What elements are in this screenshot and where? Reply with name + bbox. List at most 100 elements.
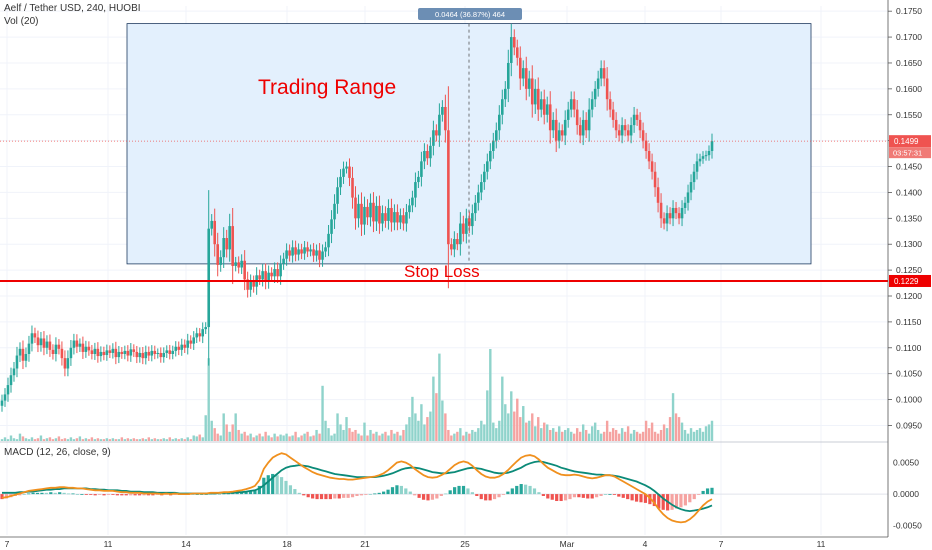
candle-body-212 [635,114,639,120]
candle-body-117 [351,177,354,198]
candle-body-107 [321,251,324,260]
price-tick-12: 0.1150 [896,317,922,327]
volume-bar-182 [546,424,549,441]
macd-hist-133 [590,494,594,499]
volume-bar-186 [558,426,561,441]
macd-hist-75 [333,494,337,499]
volume-legend[interactable]: Vol (20) [4,16,39,27]
signal-line [2,460,713,513]
candle-body-56 [168,350,172,354]
candle-body-175 [524,68,528,89]
candle-body-50 [150,350,154,356]
macd-hist-90 [399,485,403,495]
volume-bar-56 [168,437,171,441]
volume-bar-87 [261,436,264,441]
volume-bar-183 [549,429,552,441]
candle-body-129 [387,207,390,221]
macd-hist-29 [129,494,133,496]
macd-legend[interactable]: MACD (12, 26, close, 9) [4,447,111,458]
volume-bar-162 [486,390,489,441]
candle-body-130 [390,207,393,223]
candle-body-153 [459,223,462,245]
volume-bar-19 [57,436,61,441]
candle-body-16 [48,341,52,350]
candle-body-172 [515,47,519,58]
volume-bar-180 [540,428,543,441]
volume-bar-88 [264,431,267,441]
candle-body-87 [261,271,264,280]
volume-bar-111 [333,433,336,441]
macd-hist-25 [111,494,115,495]
price-tick-16: 0.0950 [896,420,922,430]
volume-bar-114 [342,429,345,441]
volume-bar-39 [117,439,121,441]
macd-hist-144 [639,494,643,503]
volume-bar-6 [18,433,22,441]
volume-bar-234 [701,431,705,441]
volume-bar-137 [411,396,414,441]
candle-body-38 [114,348,118,358]
volume-bar-70 [210,420,213,441]
volume-bar-176 [528,420,531,441]
macd-hist-53 [235,492,239,495]
macd-pane [0,452,888,524]
macd-hist-22 [98,494,102,495]
candle-body-231 [692,171,696,183]
candle-body-17 [51,349,55,354]
volume-bar-136 [408,417,411,441]
volume-bar-110 [330,435,333,441]
candle-body-25 [75,340,79,347]
candle-body-151 [453,239,456,250]
volume-bar-166 [498,420,501,441]
volume-bar-30 [90,437,94,441]
candle-body-94 [282,258,285,264]
candle-body-42 [126,350,130,356]
candle-body-75 [225,238,228,250]
volume-bar-228 [683,429,687,441]
candle-body-158 [474,202,477,214]
macd-hist-83 [368,494,372,495]
candle-body-20 [60,348,64,359]
candle-body-169 [506,62,510,89]
volume-bar-206 [617,433,621,441]
candle-body-9 [27,343,31,354]
macd-hist-147 [652,494,656,507]
price-tick-2: 0.1650 [896,58,922,68]
volume-bar-139 [417,420,420,441]
volume-bar-189 [567,428,570,441]
price-tick-8: 0.1350 [896,213,922,223]
macd-hist-125 [555,494,559,502]
candle-body-36 [108,350,112,353]
volume-bar-71 [213,428,216,441]
volume-bar-96 [288,436,291,441]
candle-body-199 [596,78,600,89]
macd-hist-109 [484,494,488,501]
macd-hist-112 [497,494,501,498]
volume-bar-134 [402,429,405,441]
volume-bar-145 [435,393,438,441]
volume-bar-119 [357,433,360,441]
volume-bar-202 [605,420,609,441]
macd-hist-110 [488,494,492,501]
volume-bar-226 [677,417,681,441]
macd-hist-6 [27,493,31,495]
macd-hist-115 [510,488,514,495]
volume-bar-68 [204,415,207,441]
annotations: 0.0464 (36.87%) 464 Trading Range Stop Los… [0,8,888,282]
symbol-legend[interactable]: Aelf / Tether USD, 240, HUOBI [4,3,141,14]
macd-hist-154 [683,494,687,506]
volume-bar-33 [99,439,103,441]
macd-tick-1: 0.0000 [893,489,919,499]
macd-hist-104 [461,485,466,495]
candle-body-209 [626,130,630,136]
volume-bar-158 [474,431,477,441]
macd-hist-139 [617,494,621,497]
volume-bar-167 [501,376,504,441]
volume-bar-81 [243,431,246,441]
candle-body-184 [551,119,555,131]
volume-bar-192 [575,428,579,441]
volume-bar-38 [114,439,118,441]
candle-body-68 [204,327,208,330]
candle-body-43 [129,349,133,356]
